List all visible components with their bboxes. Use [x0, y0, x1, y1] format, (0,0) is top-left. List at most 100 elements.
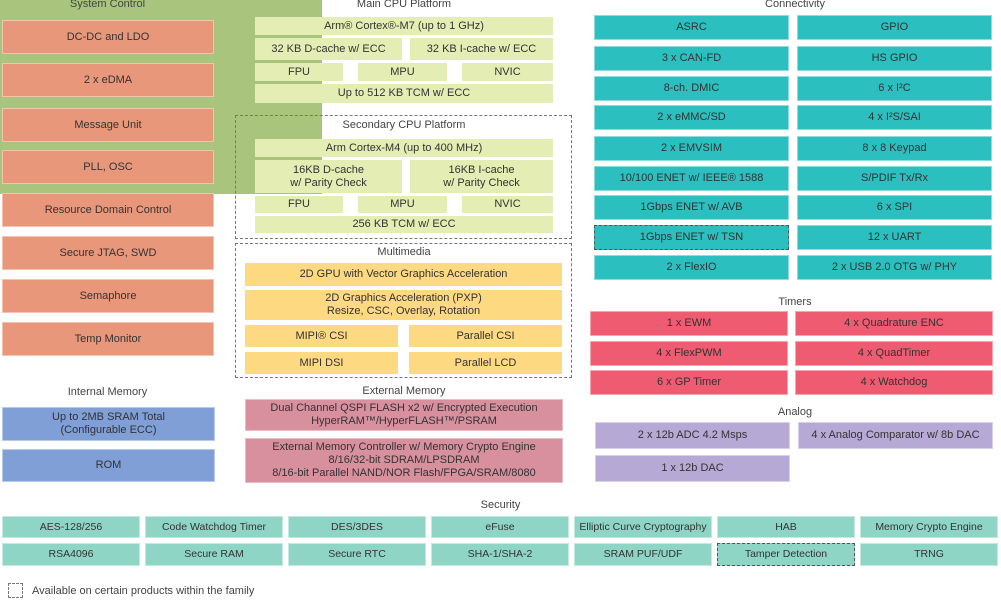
security-block: SHA-1/SHA-2	[431, 543, 569, 566]
box-label: Secure JTAG, SWD	[59, 246, 157, 259]
connectivity-block: 8-ch. DMIC	[594, 76, 789, 101]
box-label: S/PDIF Tx/Rx	[860, 172, 929, 184]
multimedia-title: Multimedia	[377, 246, 431, 258]
box-line: 8/16/32-bit SDRAM/LPSDRAM	[328, 454, 480, 466]
box-label: 2 x eDMA	[83, 73, 133, 86]
security-block: HAB	[717, 516, 855, 538]
connectivity-block: 2 x eMMC/SD	[594, 105, 789, 130]
system-control-block: Temp Monitor	[2, 322, 214, 356]
connectivity-block: 6 x SPI	[797, 195, 992, 220]
box-label: Resource Domain Control	[44, 203, 172, 216]
box-label: Temp Monitor	[74, 332, 142, 345]
timer-block: 4 x Quadrature ENC	[795, 311, 993, 336]
box-label: 256 KB TCM w/ ECC	[352, 218, 456, 230]
box-label: Up to 512 KB TCM w/ ECC	[337, 87, 471, 99]
fpu-block: FPU	[255, 196, 343, 213]
connectivity-block: 1Gbps ENET w/ AVB	[594, 195, 789, 220]
connectivity-block: 3 x CAN-FD	[594, 46, 789, 71]
box-label: 4 x FlexPWM	[656, 347, 722, 359]
box-line: Parallel LCD	[454, 356, 517, 369]
security-block: Elliptic Curve Cryptography	[574, 516, 712, 538]
box-label: 2 x 12b ADC 4.2 Msps	[637, 429, 748, 441]
box-line: Dual Channel QSPI FLASH x2 w/ Encrypted …	[270, 402, 538, 414]
timers-title: Timers	[778, 296, 812, 308]
connectivity-block: ASRC	[594, 15, 789, 40]
box-label: DC-DC and LDO	[66, 30, 150, 43]
internal-memory-title: Internal Memory	[67, 386, 148, 398]
box-label: Secure RTC	[328, 548, 386, 560]
connectivity-block: 1Gbps ENET w/ TSN	[594, 225, 789, 250]
box-label: TRNG	[914, 548, 944, 560]
box-label: ASRC	[676, 21, 707, 33]
box-label: Arm® Cortex®-M7 (up to 1 GHz)	[324, 19, 484, 32]
icache-block: 32 KB I-cache w/ ECC	[410, 38, 553, 60]
box-label: 2 x EMVSIM	[660, 142, 723, 154]
security-block: Tamper Detection	[717, 543, 855, 566]
security-block: DES/3DES	[288, 516, 426, 538]
security-block: Code Watchdog Timer	[145, 516, 283, 538]
box-label: GPIO	[880, 21, 909, 33]
gpu-block: 2D GPU with Vector Graphics Acceleration	[245, 263, 562, 286]
box-label: NVIC	[494, 65, 521, 78]
connectivity-block: 2 x FlexIO	[594, 255, 789, 280]
system-control-block: DC-DC and LDO	[2, 20, 214, 54]
connectivity-block: 8 x 8 Keypad	[797, 136, 992, 161]
dcache-block: 32 KB D-cache w/ ECC	[255, 38, 402, 60]
box-line: External Memory Controller w/ Memory Cry…	[272, 441, 536, 453]
security-block: Secure RAM	[145, 543, 283, 566]
box-label: MPU	[390, 65, 415, 78]
box-label: 2 x eMMC/SD	[657, 111, 726, 123]
secondary-cpu-title: Secondary CPU Platform	[342, 119, 466, 131]
box-label: HS GPIO	[871, 52, 918, 64]
box-label: HAB	[775, 520, 797, 533]
box-label: 2 x USB 2.0 OTG w/ PHY	[831, 261, 958, 273]
box-label: Semaphore	[79, 289, 137, 302]
emc-block: External Memory Controller w/ Memory Cry…	[245, 438, 563, 483]
cpu-core-block: Arm® Cortex®-M7 (up to 1 GHz)	[255, 17, 553, 35]
fpu-block: FPU	[255, 63, 343, 81]
box-label: Code Watchdog Timer	[161, 520, 267, 533]
timer-block: 1 x EWM	[590, 311, 788, 336]
box-label: 8 x 8 Keypad	[862, 142, 927, 154]
adc-block: 2 x 12b ADC 4.2 Msps	[595, 422, 790, 449]
box-label: RSA4096	[48, 548, 94, 560]
box-label: 4 x I²S/SAI	[868, 111, 921, 123]
security-block: AES-128/256	[2, 516, 140, 538]
connectivity-block: GPIO	[797, 15, 992, 40]
box-label: 1Gbps ENET w/ AVB	[640, 201, 743, 213]
mipi-csi-block: MIPI® CSI	[245, 325, 398, 347]
system-control-block: Secure JTAG, SWD	[2, 236, 214, 270]
timer-block: 6 x GP Timer	[590, 370, 788, 395]
box-label: FPU	[288, 65, 310, 78]
box-label: DES/3DES	[331, 520, 383, 533]
system-control-block: Resource Domain Control	[2, 193, 214, 227]
qspi-block: Dual Channel QSPI FLASH x2 w/ Encrypted …	[245, 399, 563, 431]
nvic-block: NVIC	[462, 196, 553, 213]
box-label: 6 x GP Timer	[657, 376, 721, 388]
box-line: w/ Parity Check	[443, 176, 520, 189]
connectivity-block: 6 x I²C	[797, 76, 992, 101]
comparator-block: 4 x Analog Comparator w/ 8b DAC	[798, 422, 993, 449]
sram-block: Up to 2MB SRAM Total (Configurable ECC)	[2, 407, 215, 441]
box-label: NVIC	[494, 198, 521, 210]
security-block: Secure RTC	[288, 543, 426, 566]
external-memory-title: External Memory	[362, 385, 446, 397]
dcache-block: 16KB D-cache w/ Parity Check	[255, 160, 402, 193]
legend-label: Available on certain products within the…	[32, 585, 255, 597]
system-control-block: PLL, OSC	[2, 150, 214, 184]
box-label: MPU	[390, 198, 415, 210]
connectivity-block: 10/100 ENET w/ IEEE® 1588	[594, 166, 789, 191]
security-block: Memory Crypto Engine	[860, 516, 998, 538]
security-block: RSA4096	[2, 543, 140, 566]
multimedia-optional-frame	[235, 243, 572, 378]
cpu-core-block: Arm Cortex-M4 (up to 400 MHz)	[255, 139, 553, 157]
parallel-csi-block: Parallel CSI	[409, 325, 562, 347]
connectivity-block: 4 x I²S/SAI	[797, 105, 992, 130]
box-label: Memory Crypto Engine	[875, 520, 983, 533]
connectivity-title: Connectivity	[765, 0, 825, 10]
box-label: 4 x Quadrature ENC	[844, 317, 944, 329]
box-label: FPU	[288, 198, 310, 210]
analog-title: Analog	[777, 406, 813, 418]
security-block: SRAM PUF/UDF	[574, 543, 712, 566]
